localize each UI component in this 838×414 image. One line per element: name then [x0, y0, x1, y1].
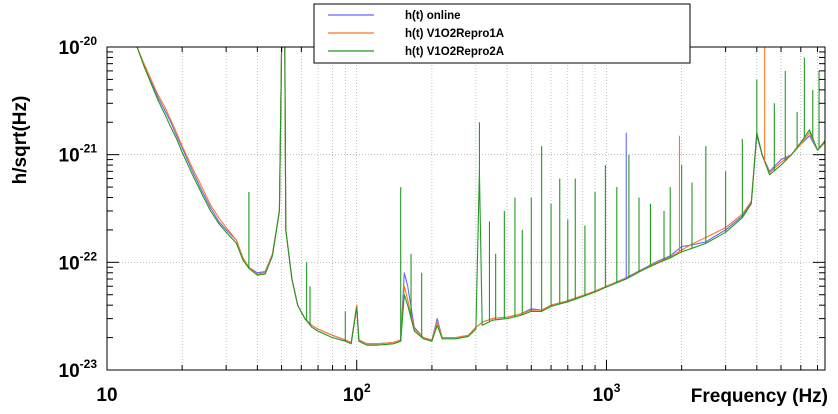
x-tick-label-base: 10 — [96, 385, 117, 406]
y-tick-label: 10-20 — [59, 34, 98, 59]
y-tick-label-base: 10 — [59, 253, 80, 274]
x-tick-label-base: 10 — [593, 385, 614, 406]
series-line-2 — [136, 47, 825, 345]
y-tick-label-base: 10 — [59, 146, 80, 167]
y-tick-label: 10-21 — [59, 142, 98, 167]
y-tick-label-exponent: -23 — [80, 357, 98, 371]
y-tick-label: 10-23 — [59, 357, 98, 382]
legend-label-repro1a: h(t) V1O2Repro1A — [405, 28, 504, 40]
y-tick-label-base: 10 — [59, 38, 80, 59]
legend-label-online: h(t) online — [405, 10, 461, 22]
series-group — [136, 47, 825, 346]
plot-area — [107, 47, 825, 370]
x-tick-label-base: 10 — [343, 385, 364, 406]
y-tick-label-exponent: -20 — [80, 34, 98, 48]
x-tick-label: 103 — [593, 381, 621, 406]
y-axis-title: h/sqrt(Hz) — [10, 96, 31, 185]
legend: h(t) online h(t) V1O2Repro1A h(t) V1O2Re… — [313, 3, 691, 64]
y-tick-label: 10-22 — [59, 249, 98, 274]
x-tick-label: 10 — [96, 385, 117, 406]
x-axis-title: Frequency (Hz) — [691, 386, 828, 407]
y-tick-label-exponent: -22 — [80, 249, 98, 263]
x-tick-label-exponent: 2 — [364, 381, 371, 395]
y-tick-label-exponent: -21 — [80, 142, 98, 156]
x-tick-label: 102 — [343, 381, 371, 406]
legend-label-repro2a: h(t) V1O2Repro2A — [405, 46, 504, 58]
x-tick-label-exponent: 3 — [614, 381, 621, 395]
legend-box — [313, 3, 691, 64]
y-tick-label-base: 10 — [59, 361, 80, 382]
